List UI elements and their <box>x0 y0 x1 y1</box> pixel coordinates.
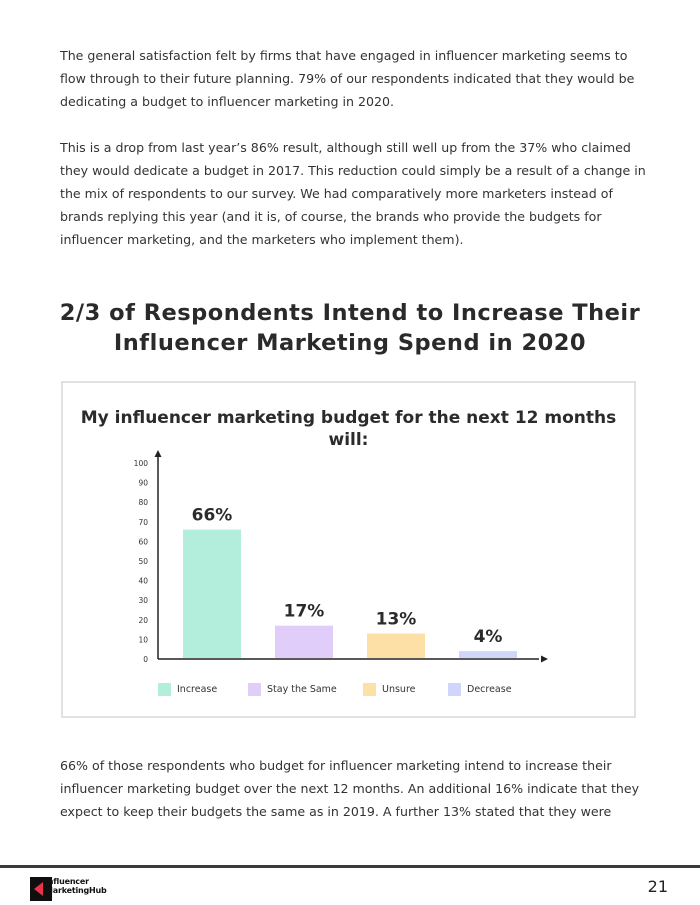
y-tick-label: 60 <box>138 537 148 546</box>
y-tick-label: 70 <box>138 518 148 527</box>
legend-swatch <box>248 683 261 696</box>
results-paragraph: 66% of those respondents who budget for … <box>60 758 640 819</box>
page-number: 21 <box>647 877 668 896</box>
bar-unsure <box>367 633 425 658</box>
legend-swatch <box>363 683 376 696</box>
y-tick-label: 10 <box>138 635 148 644</box>
bar-increase <box>183 529 241 658</box>
comparison-paragraph: This is a drop from last year’s 86% resu… <box>60 140 646 247</box>
footer-divider <box>0 865 700 868</box>
bar-stay-the-same <box>275 625 333 658</box>
legend-item-stay-the-same: Stay the Same <box>248 683 337 696</box>
intro-paragraph: The general satisfaction felt by firms t… <box>60 48 635 109</box>
chart-legend: Increase Stay the Same Unsure Decrease <box>63 683 634 703</box>
legend-label: Stay the Same <box>267 684 337 695</box>
bar-value-label: 4% <box>474 627 503 647</box>
y-axis-arrow-icon <box>154 450 162 457</box>
bar-value-label: 13% <box>376 610 417 630</box>
bar-value-label: 66% <box>192 506 233 526</box>
y-tick-label: 100 <box>134 459 149 468</box>
y-tick-label: 20 <box>138 616 148 625</box>
logo-line-2: MarketingHub <box>45 886 107 895</box>
bar-chart: 0 10 20 30 40 50 60 70 80 90 100 66% 17% 13% 4% <box>134 450 548 664</box>
section-headline: 2/3 of Respondents Intend to Increase Th… <box>59 300 641 356</box>
logo-mark-icon <box>30 877 52 901</box>
legend-item-unsure: Unsure <box>363 683 416 696</box>
y-tick-label: 30 <box>138 596 148 605</box>
y-tick-label: 90 <box>138 479 148 488</box>
legend-label: Increase <box>177 684 218 695</box>
logo-line-1: Influencer <box>45 877 89 886</box>
legend-label: Decrease <box>467 684 512 695</box>
x-axis-arrow-icon <box>541 655 548 663</box>
bar-decrease <box>459 651 517 658</box>
y-tick-label: 50 <box>138 557 148 566</box>
legend-swatch <box>158 683 171 696</box>
chart-container: My influencer marketing budget for the n… <box>61 381 636 718</box>
logo-text: Influencer MarketingHub <box>45 877 107 895</box>
legend-item-decrease: Decrease <box>448 683 512 696</box>
chart-title: My influencer marketing budget for the n… <box>80 408 617 450</box>
influencer-marketing-hub-logo: Influencer MarketingHub <box>30 877 130 901</box>
y-tick-label: 40 <box>138 577 148 586</box>
legend-label: Unsure <box>382 684 416 695</box>
bar-value-label: 17% <box>284 602 325 622</box>
y-tick-label: 80 <box>138 498 148 507</box>
y-tick-label: 0 <box>143 655 148 664</box>
legend-item-increase: Increase <box>158 683 217 696</box>
legend-swatch <box>448 683 461 696</box>
